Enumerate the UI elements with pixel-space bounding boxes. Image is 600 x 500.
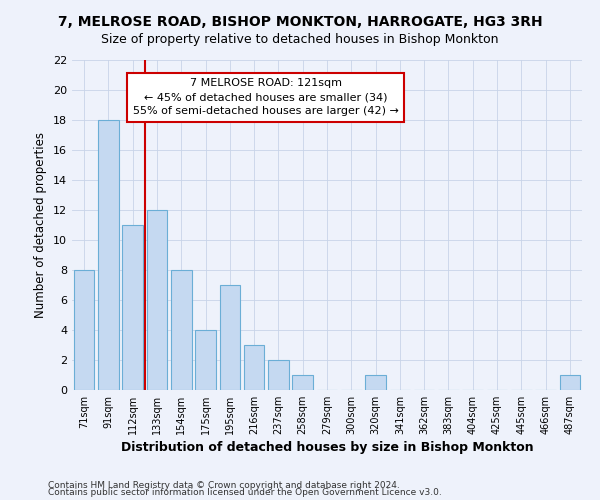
Bar [74,270,94,390]
Bar [268,360,289,390]
Text: Contains public sector information licensed under the Open Government Licence v3: Contains public sector information licen… [48,488,442,497]
Y-axis label: Number of detached properties: Number of detached properties [34,132,47,318]
Text: 7 MELROSE ROAD: 121sqm
← 45% of detached houses are smaller (34)
55% of semi-det: 7 MELROSE ROAD: 121sqm ← 45% of detached… [133,78,399,116]
Bar [98,120,119,390]
Bar [244,345,265,390]
Bar [122,225,143,390]
Bar [195,330,216,390]
Bar [560,375,580,390]
Text: 7, MELROSE ROAD, BISHOP MONKTON, HARROGATE, HG3 3RH: 7, MELROSE ROAD, BISHOP MONKTON, HARROGA… [58,15,542,29]
Bar [171,270,191,390]
Bar [146,210,167,390]
Bar [220,285,240,390]
Bar [365,375,386,390]
Text: Contains HM Land Registry data © Crown copyright and database right 2024.: Contains HM Land Registry data © Crown c… [48,480,400,490]
X-axis label: Distribution of detached houses by size in Bishop Monkton: Distribution of detached houses by size … [121,441,533,454]
Text: Size of property relative to detached houses in Bishop Monkton: Size of property relative to detached ho… [101,32,499,46]
Bar [292,375,313,390]
